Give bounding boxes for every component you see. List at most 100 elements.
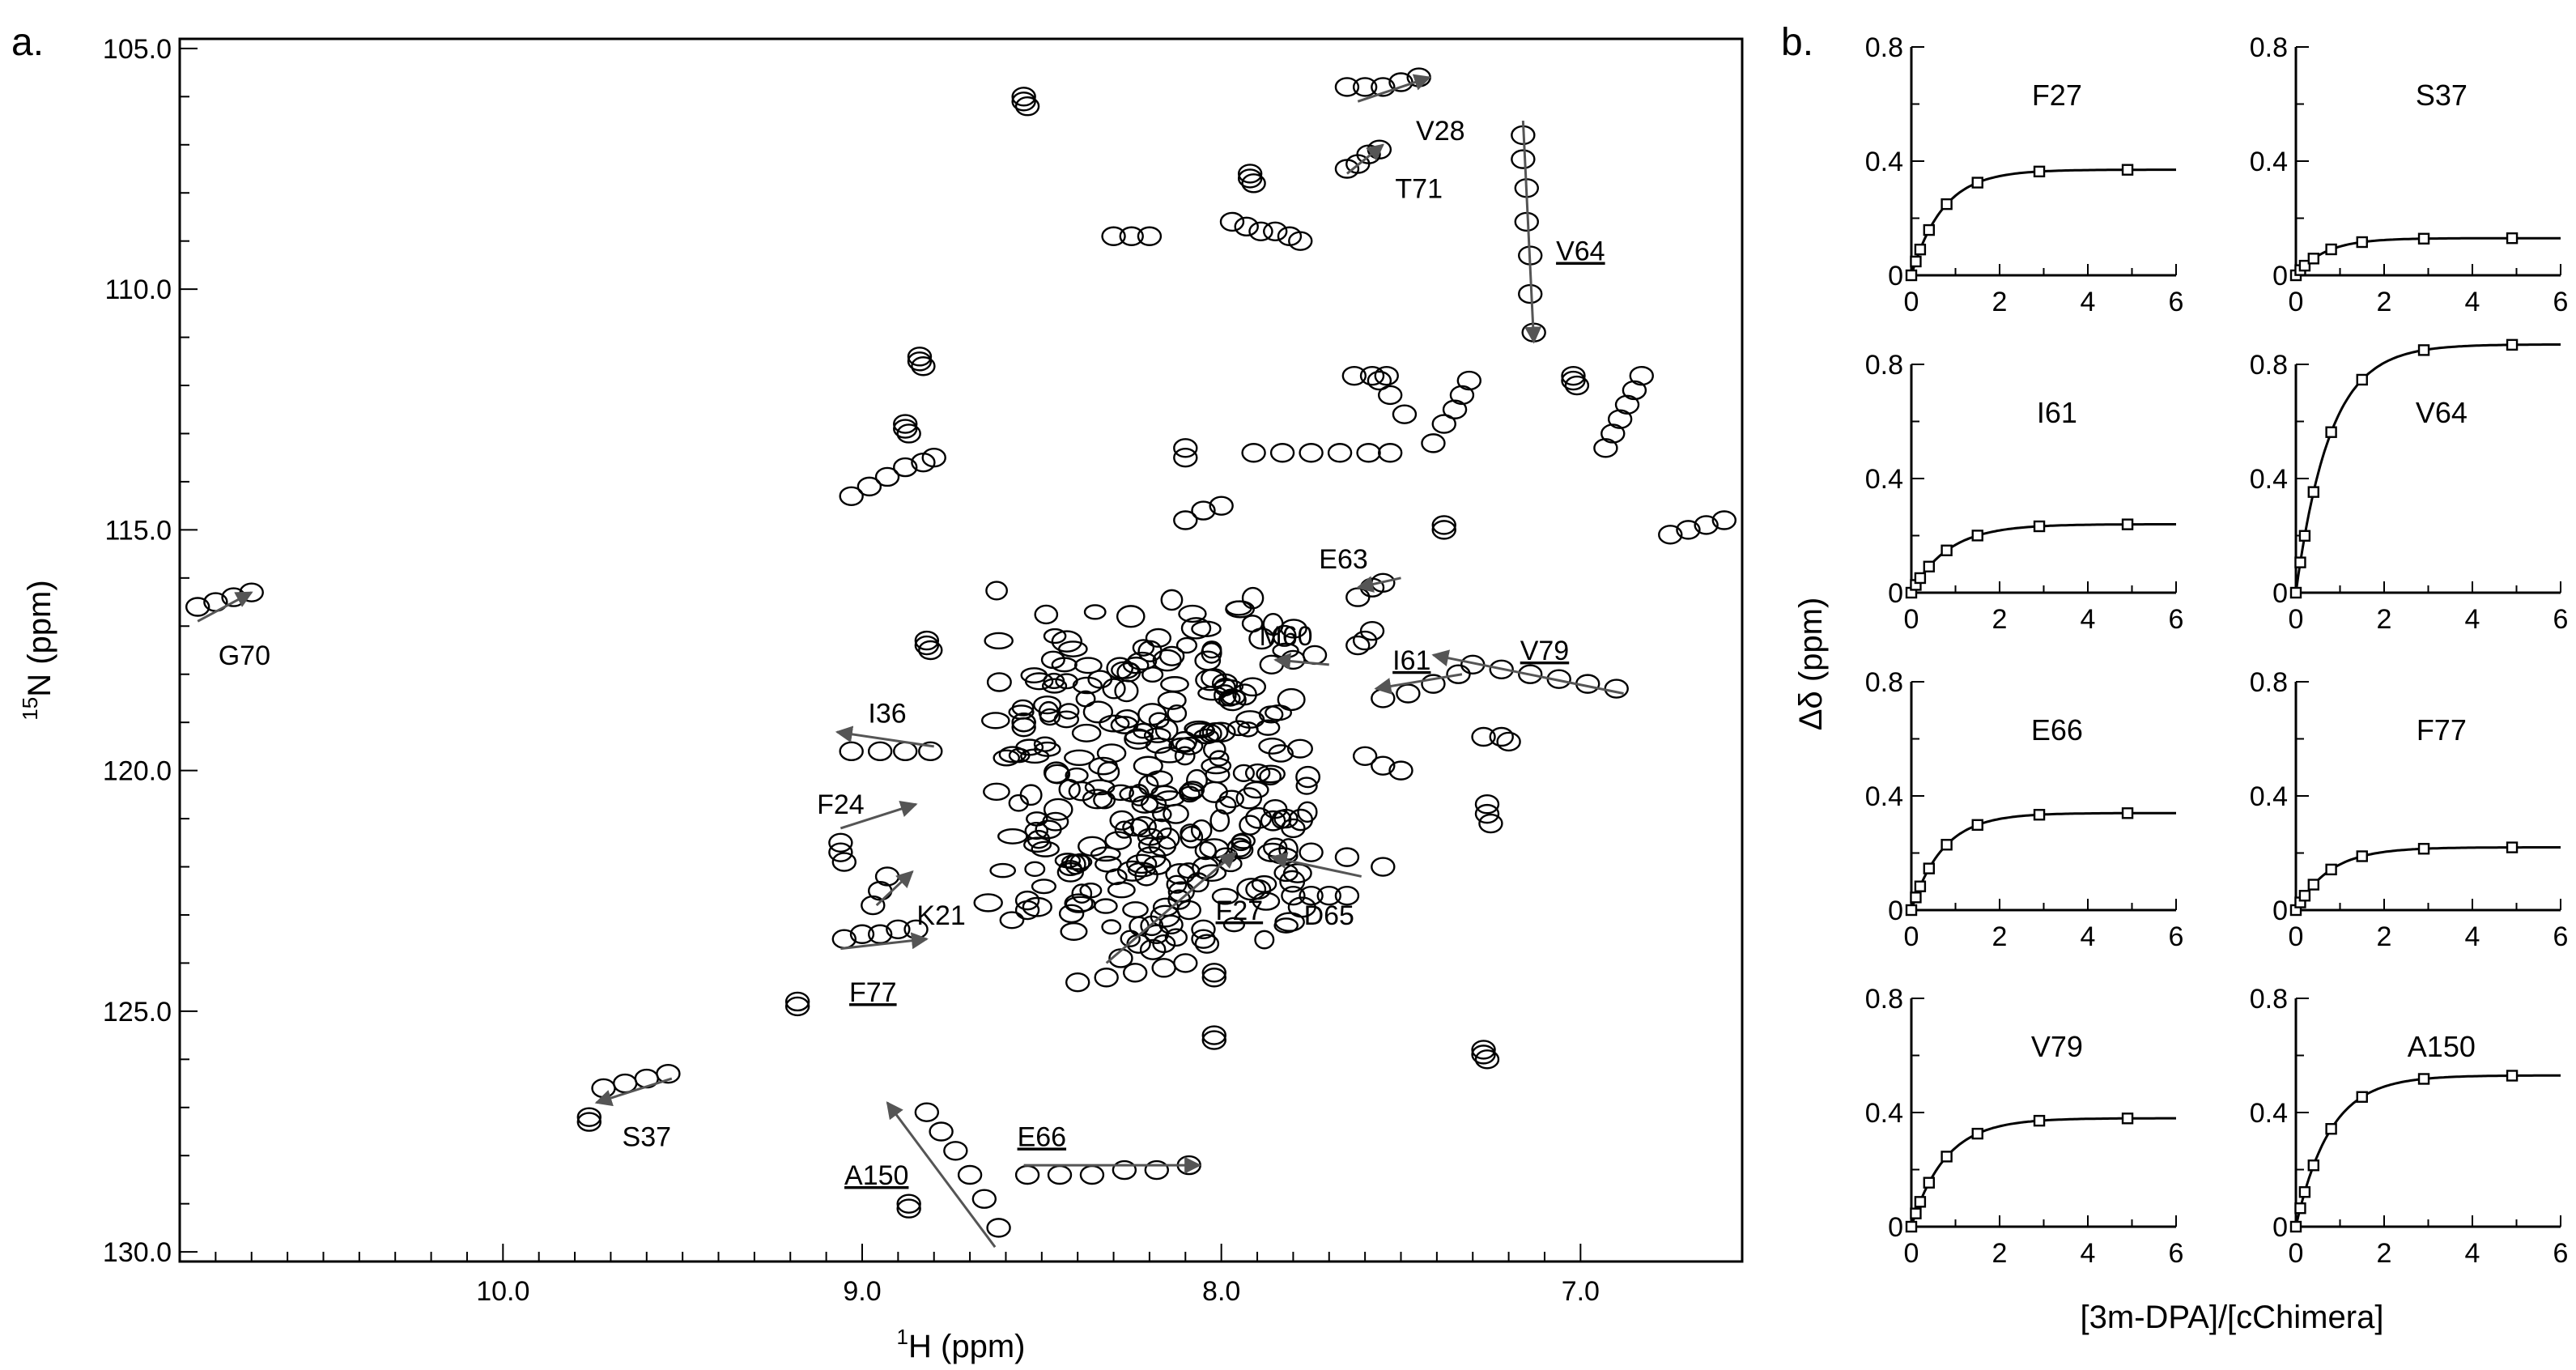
x-tick-label: 4	[2081, 1238, 2096, 1269]
nmr-peak	[1377, 385, 1403, 406]
nmr-peak	[1518, 664, 1543, 684]
fit-curve	[1910, 523, 2176, 594]
nmr-peak	[986, 1218, 1011, 1238]
nmr-peak	[1259, 654, 1284, 675]
shift-arrow-m60	[1273, 653, 1329, 670]
nmr-peak	[983, 782, 1010, 801]
nmr-peak	[1226, 720, 1251, 737]
nmr-peak	[1175, 736, 1204, 755]
nmr-peak	[1222, 917, 1246, 933]
nmr-peak	[1471, 1040, 1496, 1060]
y-tick-label: 0.4	[2250, 1098, 2288, 1129]
nmr-peak	[1273, 808, 1299, 829]
peak-label-e66: E66	[1018, 1121, 1067, 1152]
x-tick-label: 4	[2465, 287, 2480, 317]
data-point	[2356, 373, 2368, 386]
nmr-peak	[1388, 760, 1413, 781]
nmr-peak	[1116, 605, 1146, 628]
nmr-peak	[1374, 365, 1399, 386]
plot-frame	[178, 37, 1744, 1263]
data-point	[1941, 839, 1953, 851]
peak-label-e63: E63	[1319, 544, 1368, 575]
fit-curve	[2294, 846, 2561, 911]
y-tick-label: 0.4	[1865, 781, 1903, 812]
nmr-peak	[1102, 678, 1126, 700]
nmr-spectrum-panel: 10.0 9.0 8.0 7.0 105.0 110.0 115.0 120.0 125.0 13…	[18, 34, 1744, 1364]
nmr-peak	[957, 1164, 983, 1185]
peak-label-v28: V28	[1416, 116, 1465, 147]
nmr-peak	[896, 1198, 921, 1219]
nmr-peak	[1194, 934, 1220, 954]
nmr-peak	[1107, 881, 1136, 899]
nmr-peak	[1120, 930, 1141, 947]
data-point	[2506, 841, 2519, 853]
nmr-peak	[1139, 938, 1167, 960]
nmr-peak	[1456, 370, 1482, 391]
nmr-peak	[1191, 620, 1222, 637]
x-tick-label: 4	[2465, 921, 2480, 952]
nmr-peak	[907, 347, 933, 367]
nmr-peak	[1211, 887, 1239, 905]
data-point	[1971, 530, 1983, 542]
peak-label-v64: V64	[1556, 236, 1605, 267]
y-tick-label: 0	[1888, 578, 1903, 609]
nmr-peak	[998, 746, 1027, 764]
nmr-peak	[1105, 868, 1128, 886]
nmr-peak	[1033, 736, 1056, 752]
nmr-peak	[1334, 847, 1360, 867]
nmr-peak	[1064, 893, 1094, 913]
nmr-peak	[1377, 443, 1403, 463]
nmr-peak	[1011, 87, 1036, 107]
nmr-peak	[1101, 919, 1122, 935]
nmr-peak	[1254, 930, 1275, 950]
y-tick-label: 0.4	[1865, 147, 1903, 177]
y-tick-label: 0	[1888, 896, 1903, 926]
y-tick-label: 0	[1888, 1212, 1903, 1243]
data-point	[2325, 863, 2337, 876]
nmr-peak	[1197, 864, 1227, 883]
peak-label-f77: F77	[849, 977, 897, 1008]
nmr-peak	[1072, 676, 1103, 695]
nmr-peak	[1141, 666, 1164, 683]
nmr-peak	[1622, 380, 1647, 401]
panel-title-s37: S37	[2416, 79, 2468, 112]
nmr-peak	[1209, 809, 1231, 832]
nmr-peak	[1058, 778, 1081, 800]
shift-arrow-k21	[875, 870, 914, 907]
panel-title-f27: F27	[2032, 79, 2082, 112]
nmr-peak	[896, 423, 921, 444]
data-point	[2356, 236, 2368, 249]
data-point	[1971, 177, 1983, 189]
nmr-peak	[1043, 798, 1073, 821]
nmr-peak	[1124, 728, 1153, 750]
nmr-peak	[1173, 510, 1198, 530]
titration-y-label: Δδ (ppm)	[1793, 598, 1829, 731]
data-point	[2325, 426, 2337, 438]
data-point	[1910, 891, 1922, 904]
nmr-peak	[1137, 703, 1167, 726]
y-tick-label: 130.0	[103, 1237, 172, 1268]
data-point	[2325, 1123, 2337, 1135]
data-point	[1941, 198, 1953, 211]
y-axis-label: 15N (ppm)	[18, 580, 57, 720]
nmr-peak	[1474, 803, 1500, 824]
nmr-peak	[1031, 840, 1060, 857]
fit-curve	[1910, 1117, 2176, 1227]
nmr-peak	[1561, 370, 1586, 391]
nmr-peak	[886, 919, 911, 940]
nmr-peak	[1629, 365, 1654, 386]
nmr-peak	[1239, 677, 1267, 697]
nmr-peak	[1593, 438, 1618, 458]
nmr-peak	[1043, 672, 1065, 690]
nmr-peak	[1281, 818, 1306, 839]
nmr-peak	[1221, 689, 1246, 706]
data-point	[2033, 520, 2046, 533]
nmr-peak	[1143, 727, 1171, 743]
data-point	[2033, 1114, 2046, 1127]
x-tick-label: 0	[2289, 604, 2304, 635]
nmr-peak	[1055, 673, 1078, 690]
nmr-peak	[1011, 699, 1035, 717]
nmr-peak	[1167, 704, 1188, 723]
nmr-peak	[1039, 708, 1061, 726]
data-point	[1905, 1220, 1918, 1233]
